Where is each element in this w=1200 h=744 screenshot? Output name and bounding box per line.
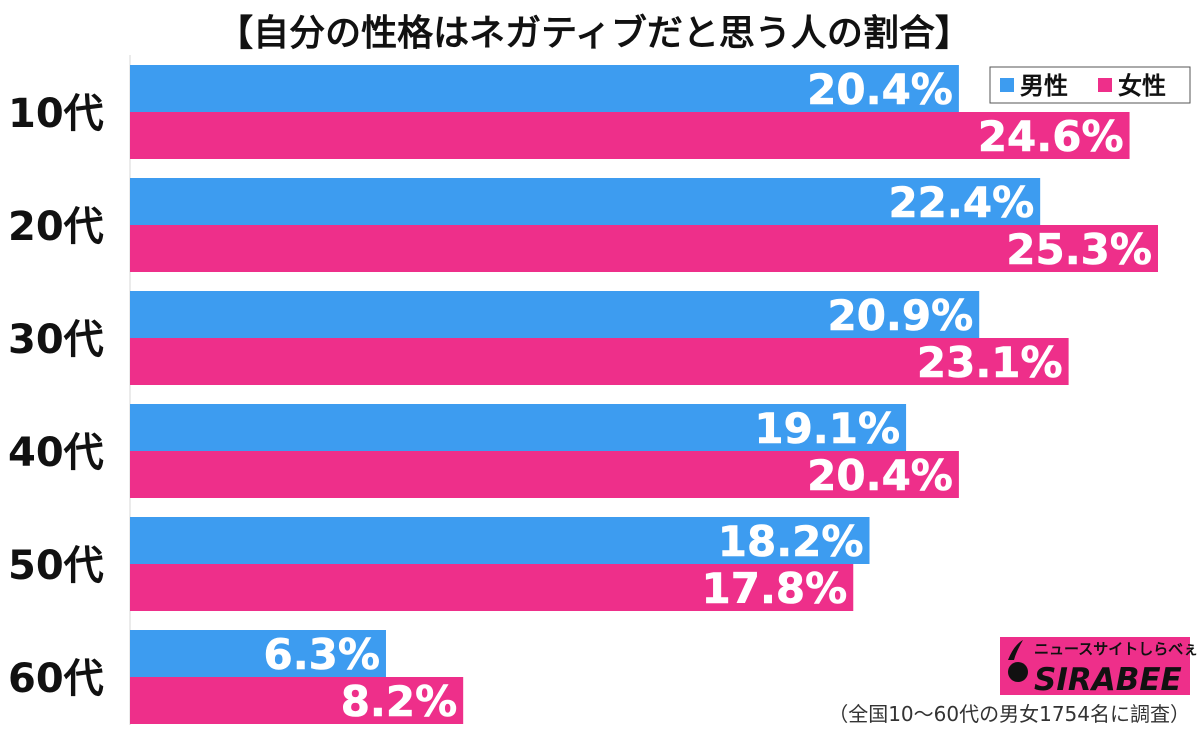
chart-title: 【自分の性格はネガティブだと思う人の割合】 (217, 12, 971, 54)
legend-label-male: 男性 (1020, 72, 1068, 100)
bar-female-3 (130, 451, 959, 498)
bar-female-0 (130, 112, 1130, 159)
legend-label-female: 女性 (1118, 72, 1166, 100)
category-label-1: 20代 (8, 204, 104, 250)
legend-box (989, 66, 1191, 104)
logo-dot-icon (1008, 662, 1028, 682)
value-label-female-4: 17.8% (702, 564, 848, 613)
legend: 男性 女性 (989, 66, 1191, 104)
value-label-male-5: 6.3% (263, 630, 379, 679)
value-label-male-3: 19.1% (754, 404, 900, 453)
logo-i-icon (1008, 640, 1023, 660)
bar-male-2 (130, 291, 980, 338)
bar-male-5 (130, 630, 386, 677)
bars-layer (130, 65, 1158, 724)
value-label-female-3: 20.4% (807, 451, 953, 500)
category-label-5: 60代 (8, 656, 104, 702)
bar-male-4 (130, 517, 870, 564)
labels-layer: 20.4% 24.6% 10代 22.4%25.3% 20代 20.9%23.1% 30代 1… (8, 65, 1152, 727)
category-label-2: 30代 (8, 317, 104, 363)
legend-swatch-male (1000, 78, 1014, 92)
value-label-female-0: 24.6% (978, 112, 1124, 161)
category-label-4: 50代 (8, 543, 104, 589)
logo-tagline: ニュースサイトしらべぇ (1034, 640, 1198, 658)
value-label-female-5: 8.2% (341, 677, 457, 726)
bar-female-5 (130, 677, 464, 724)
logo-background (1000, 637, 1190, 695)
bar-male-3 (130, 404, 907, 451)
value-label-male-2: 20.9% (827, 291, 973, 340)
bar-male-1 (130, 178, 1041, 225)
sirabee-logo: ニュースサイトしらべぇ SIRABEE (1000, 637, 1198, 698)
logo-wordmark: SIRABEE (1034, 662, 1182, 698)
value-label-male-4: 18.2% (718, 517, 864, 566)
value-label-male-1: 22.4% (888, 178, 1034, 227)
value-label-female-2: 23.1% (917, 338, 1063, 387)
bar-male-0 (130, 65, 959, 112)
category-label-3: 40代 (8, 430, 104, 476)
value-label-male-0: 20.4% (807, 65, 953, 114)
bar-female-1 (130, 225, 1158, 272)
bar-female-2 (130, 338, 1069, 385)
category-label-0: 10代 (8, 91, 104, 137)
legend-swatch-female (1098, 78, 1112, 92)
survey-note: （全国10～60代の男女1754名に調査） (828, 702, 1190, 726)
value-label-female-1: 25.3% (1006, 225, 1152, 274)
bar-female-4 (130, 564, 854, 611)
